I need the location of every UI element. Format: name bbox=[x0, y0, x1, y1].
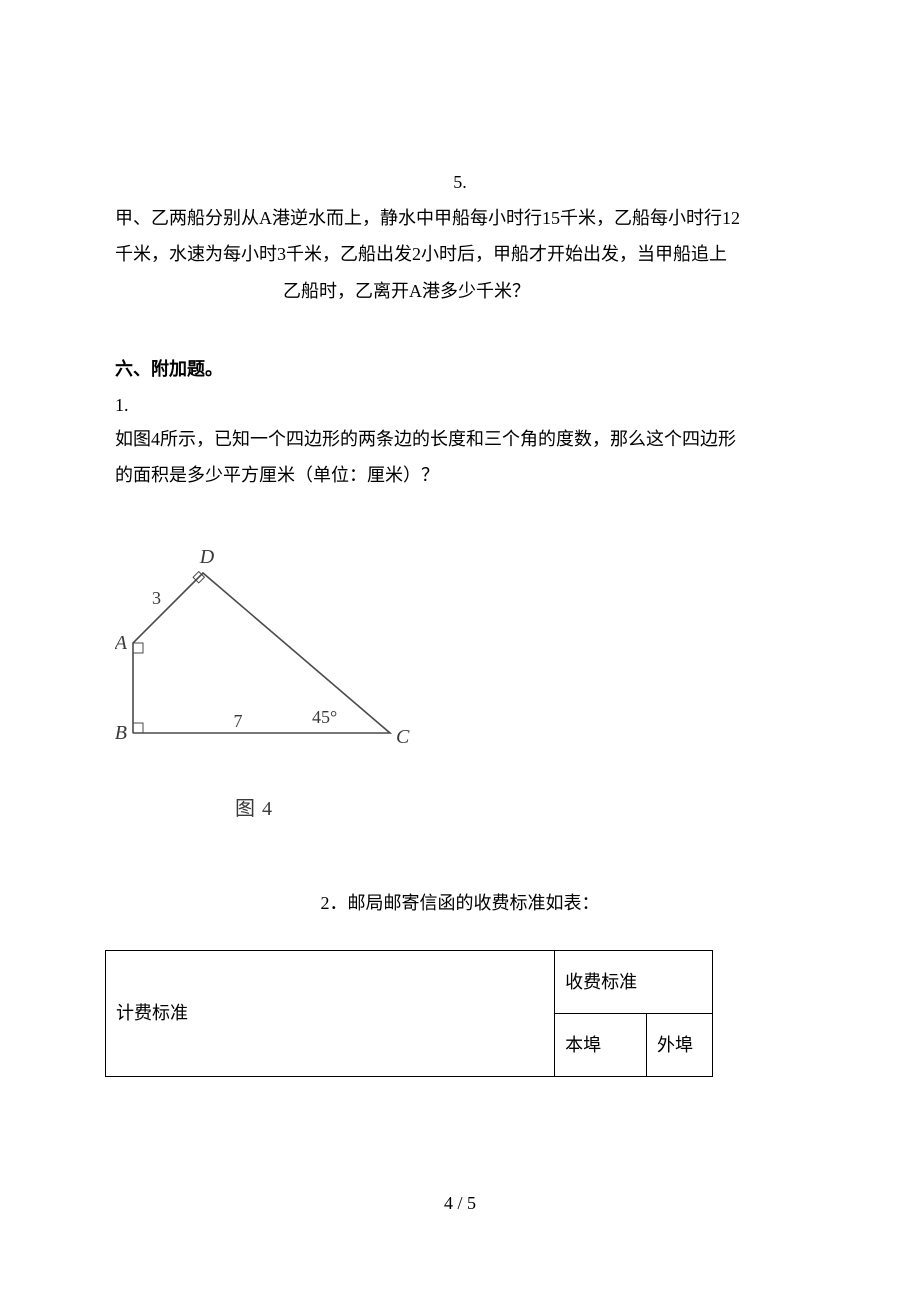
fee-cell-standard: 收费标准 bbox=[555, 950, 713, 1013]
q5-line2: 千米，水速为每小时3千米，乙船出发2小时后，甲船才开始出发，当甲船追上 bbox=[115, 237, 805, 271]
page-number: 4 / 5 bbox=[0, 1186, 920, 1220]
angle-c-label: 45° bbox=[312, 707, 337, 727]
section6-title: 六、附加题。 bbox=[115, 352, 805, 386]
edge-bc-label: 7 bbox=[234, 711, 243, 731]
q5-line1: 甲、乙两船分别从A港逆水而上，静水中甲船每小时行15千米，乙船每小时行12 bbox=[115, 201, 805, 235]
figure4-svg: A B C D 3 7 45° bbox=[115, 533, 425, 763]
q6-1-line2: 的面积是多少平方厘米（单位：厘米）？ bbox=[115, 458, 805, 492]
edge-ad-label: 3 bbox=[152, 588, 161, 608]
label-a: A bbox=[115, 632, 128, 654]
q5-number: 5. bbox=[115, 165, 805, 199]
label-c: C bbox=[396, 726, 410, 748]
q6-2-line: 2．邮局邮寄信函的收费标准如表： bbox=[115, 886, 805, 920]
q6-1-line1: 如图4所示，已知一个四边形的两条边的长度和三个角的度数，那么这个四边形 bbox=[115, 422, 805, 456]
fee-cell-criteria: 计费标准 bbox=[106, 950, 555, 1076]
q6-1-number: 1. bbox=[115, 388, 805, 422]
label-b: B bbox=[115, 722, 127, 744]
fee-cell-local: 本埠 bbox=[555, 1014, 647, 1077]
label-d: D bbox=[199, 546, 215, 568]
right-angle-b-icon bbox=[133, 723, 143, 733]
figure4-caption: 图 4 bbox=[235, 790, 805, 828]
right-angle-a-icon bbox=[133, 643, 143, 653]
figure4: A B C D 3 7 45° 图 4 bbox=[115, 533, 805, 828]
quadrilateral bbox=[133, 573, 390, 733]
fee-table: 计费标准 收费标准 本埠 外埠 bbox=[105, 950, 713, 1077]
fee-cell-external: 外埠 bbox=[647, 1014, 713, 1077]
q5-line3: 乙船时，乙离开A港多少千米？ bbox=[115, 274, 805, 308]
